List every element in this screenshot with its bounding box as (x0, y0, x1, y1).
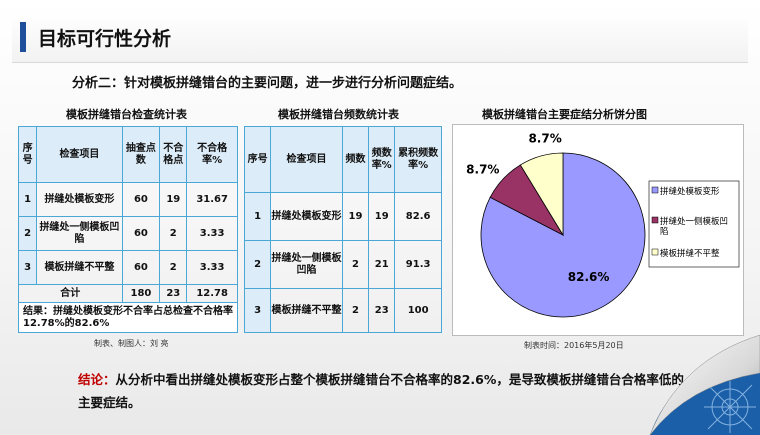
pie-data-label: 82.6% (568, 270, 610, 284)
table-row: 3 模板拼缝不平整 2 23 100 (243, 288, 442, 333)
t2-cell: 拼缝处一侧模板凹陷 (270, 240, 343, 289)
inspection-table: 序号 检查项目 抽查点数 不合格点 不合格率% 1 拼缝处模板变形 60 19 … (17, 126, 238, 333)
t1-cell: 3.33 (186, 216, 238, 251)
legend-entry: 拼缝处模板变形 (660, 186, 720, 197)
table-row: 1 拼缝处模板变形 60 19 31.67 (17, 182, 238, 217)
t1-cell: 60 (121, 250, 161, 285)
pie-slice (519, 152, 564, 237)
t2-cell: 19 (341, 192, 370, 241)
t2-cell: 2 (341, 240, 370, 289)
conclusion: 结论：从分析中看出拼缝处模板变形占整个模板拼缝错台不合格率的82.6%，是导致模… (78, 368, 688, 414)
pie-slice (480, 152, 646, 318)
t1-cell: 12.78 (186, 284, 238, 303)
t1-cell: 2 (17, 216, 38, 251)
legend-swatch (651, 248, 659, 256)
table-row: 1 拼缝处模板变形 19 19 82.6 (243, 192, 442, 241)
subtitle: 分析二：针对模板拼缝错台的主要问题，进一步进行分析问题症结。 (72, 76, 463, 91)
legend-entry: 拼缝处一侧模板凹陷 (660, 216, 728, 237)
t1-cell: 模板拼缝不平整 (36, 250, 123, 285)
t1-result-note: 结果：拼缝处模板变形不合率占总检查不合格率12.78%的82.6% (18, 302, 238, 333)
t1-header: 抽查点数 (121, 126, 161, 183)
t2-header: 序号 (243, 126, 272, 193)
t2-cell: 23 (368, 288, 396, 333)
t2-header: 频数 (341, 126, 370, 193)
t2-cell: 82.6 (394, 192, 442, 241)
pie-data-label: 8.7% (528, 132, 561, 146)
t1-cell: 2 (159, 250, 188, 285)
legend-entry: 模板拼缝不平整 (660, 248, 720, 259)
t1-cell: 60 (121, 216, 161, 251)
page-curl-decoration (649, 334, 760, 435)
total-row: 合计 180 23 12.78 (18, 284, 238, 303)
t1-cell: 180 (121, 284, 161, 303)
t2-cell: 模板拼缝不平整 (270, 288, 343, 333)
t1-cell: 19 (159, 182, 188, 217)
t1-header: 序号 (17, 126, 38, 183)
t1-cell: 60 (121, 182, 161, 217)
legend-swatch (651, 186, 659, 194)
t2-cell: 91.3 (394, 240, 442, 289)
frequency-table: 序号 检查项目 频数 频数率% 累积频数率% 1 拼缝处模板变形 19 19 8… (243, 126, 442, 333)
t2-header: 累积频数率% (394, 126, 442, 193)
chart-date: 制表时间：2016年5月20日 (524, 341, 624, 350)
t2-cell: 2 (341, 288, 370, 333)
t2-cell: 21 (368, 240, 396, 289)
t2-cell: 3 (243, 288, 272, 333)
t1-cell: 23 (159, 284, 188, 303)
t2-cell: 2 (243, 240, 272, 289)
t2-cell: 100 (394, 288, 442, 333)
t1-header: 不合格率% (186, 126, 238, 183)
t2-cell: 1 (243, 192, 272, 241)
t1-cell: 31.67 (186, 182, 238, 217)
t1-cell: 1 (17, 182, 38, 217)
t1-cell: 3.33 (186, 250, 238, 285)
t1-header: 不合格点 (159, 126, 188, 183)
maker-note: 制表、制图人：刘 亮 (94, 339, 169, 348)
t1-cell: 拼缝处一侧模板凹陷 (36, 216, 123, 251)
chart-title: 模板拼缝错台主要症结分析饼分图 (482, 108, 647, 121)
table-row: 2 拼缝处一侧模板凹陷 2 21 91.3 (243, 240, 442, 289)
table2-caption: 模板拼缝错台频数统计表 (278, 108, 399, 121)
table1-caption: 模板拼缝错台检查统计表 (66, 108, 187, 121)
title-accent (20, 22, 26, 52)
page-title: 目标可行性分析 (38, 28, 172, 50)
t1-cell: 3 (17, 250, 38, 285)
t2-cell: 拼缝处模板变形 (270, 192, 343, 241)
pie-data-label: 8.7% (466, 163, 499, 177)
t1-cell: 2 (159, 216, 188, 251)
t2-cell: 19 (368, 192, 396, 241)
table-row: 2 拼缝处一侧模板凹陷 60 2 3.33 (17, 216, 238, 251)
legend-swatch (651, 216, 659, 224)
t1-cell: 拼缝处模板变形 (36, 182, 123, 217)
t1-header: 检查项目 (36, 126, 123, 183)
t2-header: 频数率% (368, 126, 396, 193)
legend-box (648, 180, 740, 268)
pie-chart-frame: 82.6% 8.7% 8.7% 拼缝处模板变形拼缝处一侧模板凹陷模板拼缝不平整 (452, 124, 744, 336)
table-row: 3 模板拼缝不平整 60 2 3.33 (17, 250, 238, 285)
conclusion-label: 结论： (78, 372, 116, 387)
title-bar (12, 12, 748, 63)
t1-total-label: 合计 (18, 284, 123, 303)
conclusion-text: 从分析中看出拼缝处模板变形占整个模板拼缝错台不合格率的82.6%，是导致模板拼缝… (78, 372, 684, 410)
t2-header: 检查项目 (270, 126, 343, 193)
